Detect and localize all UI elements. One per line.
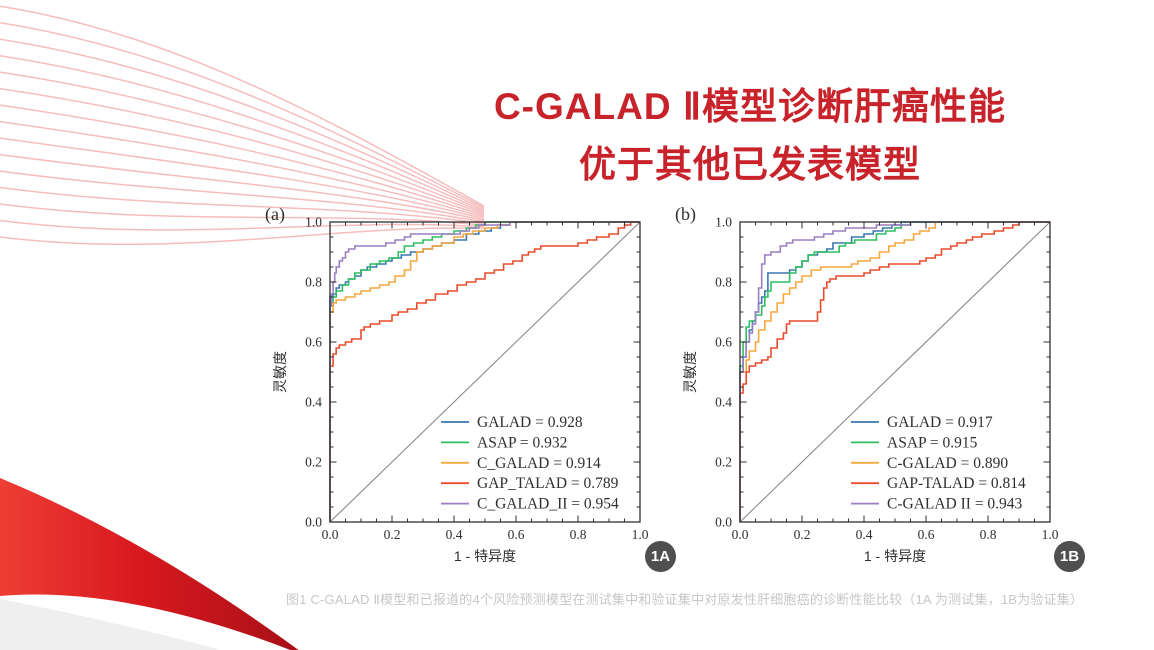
- x-tick-label: 0.4: [856, 527, 873, 542]
- y-tick-label: 0.6: [715, 335, 732, 350]
- x-axis-title: 1 - 特异度: [454, 548, 516, 564]
- diagonal-reference-line: [329, 221, 641, 523]
- legend-label-C_GALAD: C_GALAD = 0.914: [477, 455, 601, 472]
- x-axis-title: 1 - 特异度: [864, 548, 926, 564]
- gray-ribbon-decoration: [0, 599, 221, 650]
- panel-label: (a): [265, 204, 285, 225]
- y-tick-label: 0.2: [715, 455, 732, 470]
- x-tick-label: 0.4: [446, 527, 463, 542]
- diagonal-reference-line: [739, 221, 1051, 523]
- legend-label-C_GALAD_II: C_GALAD_II = 0.954: [477, 496, 619, 513]
- roc-chart-test-set: (a) 0.0 0.0 0.2 0.2 0.4 0.4 0.6 0.6 0.8 0.8 1.0 1.0 1…: [255, 196, 655, 573]
- title-line-2: 优于其他已发表模型: [579, 144, 921, 186]
- legend-label-C-GALAD II: C-GALAD II = 0.943: [887, 496, 1023, 513]
- x-tick-label: 0.6: [918, 527, 935, 542]
- slide-title: C-GALAD Ⅱ模型诊断肝癌性能 优于其他已发表模型: [330, 78, 1154, 195]
- roc-curve-GAP-TALAD: [739, 221, 1050, 522]
- x-tick-label: 0.6: [508, 527, 525, 542]
- title-line-1: C-GALAD Ⅱ模型诊断肝癌性能: [493, 86, 1007, 127]
- x-tick-label: 0.0: [322, 527, 339, 542]
- y-tick-label: 1.0: [305, 215, 322, 230]
- y-axis-title: 灵敏度: [682, 351, 698, 393]
- roc-curve-C-GALAD: [739, 221, 1050, 522]
- y-tick-label: 1.0: [715, 215, 732, 230]
- legend-label-GALAD: GALAD = 0.917: [887, 414, 993, 431]
- legend-label-ASAP: ASAP = 0.932: [477, 434, 567, 451]
- y-tick-label: 0.8: [715, 275, 732, 290]
- roc-chart-a-svg: (a) 0.00.0 0.2 0.2 0.4 0.4 0.6 0.6 0.8 0.8 1.0 1.0 1…: [265, 204, 649, 564]
- roc-curve-GAP_TALAD: [329, 221, 640, 522]
- x-tick-label: 0.0: [732, 527, 749, 542]
- roc-curve-C-GALAD II: [739, 221, 1050, 522]
- x-tick-label: 0.2: [384, 527, 401, 542]
- legend-label-ASAP: ASAP = 0.915: [887, 434, 978, 451]
- figure-caption: 图1 C-GALAD Ⅱ模型和已报道的4个风险预测模型在测试集中和验证集中对原发…: [286, 592, 1084, 607]
- legend-label-GALAD: GALAD = 0.928: [477, 414, 583, 431]
- x-tick-label: 1.0: [1042, 527, 1059, 542]
- roc-curve-ASAP: [739, 221, 1050, 522]
- figure-badge-1a: 1A: [645, 541, 676, 572]
- roc-chart-b-svg: (b) 0.00.0 0.2 0.2 0.4 0.4 0.6 0.6 0.8 0.8 1.0 1.0 1…: [675, 204, 1059, 564]
- y-tick-label: 0.8: [305, 275, 322, 290]
- x-tick-label: 0.8: [980, 527, 997, 542]
- y-tick-label: 0.0: [305, 515, 322, 530]
- y-tick-label: 0.4: [305, 395, 322, 410]
- roc-curve-C_GALAD: [329, 221, 640, 522]
- x-tick-label: 0.8: [570, 527, 587, 542]
- y-tick-label: 0.0: [715, 515, 732, 530]
- y-tick-label: 0.6: [305, 335, 322, 350]
- roc-chart-validation-set: (b) 0.0 0.0 0.2 0.2 0.4 0.4 0.6 0.6 0.8 0.8 1.0 1.0 1…: [665, 196, 1065, 573]
- x-tick-label: 1.0: [632, 527, 649, 542]
- legend-label-C-GALAD: C-GALAD = 0.890: [887, 455, 1008, 472]
- figure-badge-1b: 1B: [1054, 541, 1085, 572]
- panel-label: (b): [675, 204, 696, 225]
- y-axis-title: 灵敏度: [272, 351, 288, 393]
- y-tick-label: 0.4: [715, 395, 732, 410]
- legend-label-GAP_TALAD: GAP_TALAD = 0.789: [477, 475, 619, 492]
- y-tick-label: 0.2: [305, 455, 322, 470]
- legend-label-GAP-TALAD: GAP-TALAD = 0.814: [887, 475, 1026, 492]
- x-tick-label: 0.2: [794, 527, 811, 542]
